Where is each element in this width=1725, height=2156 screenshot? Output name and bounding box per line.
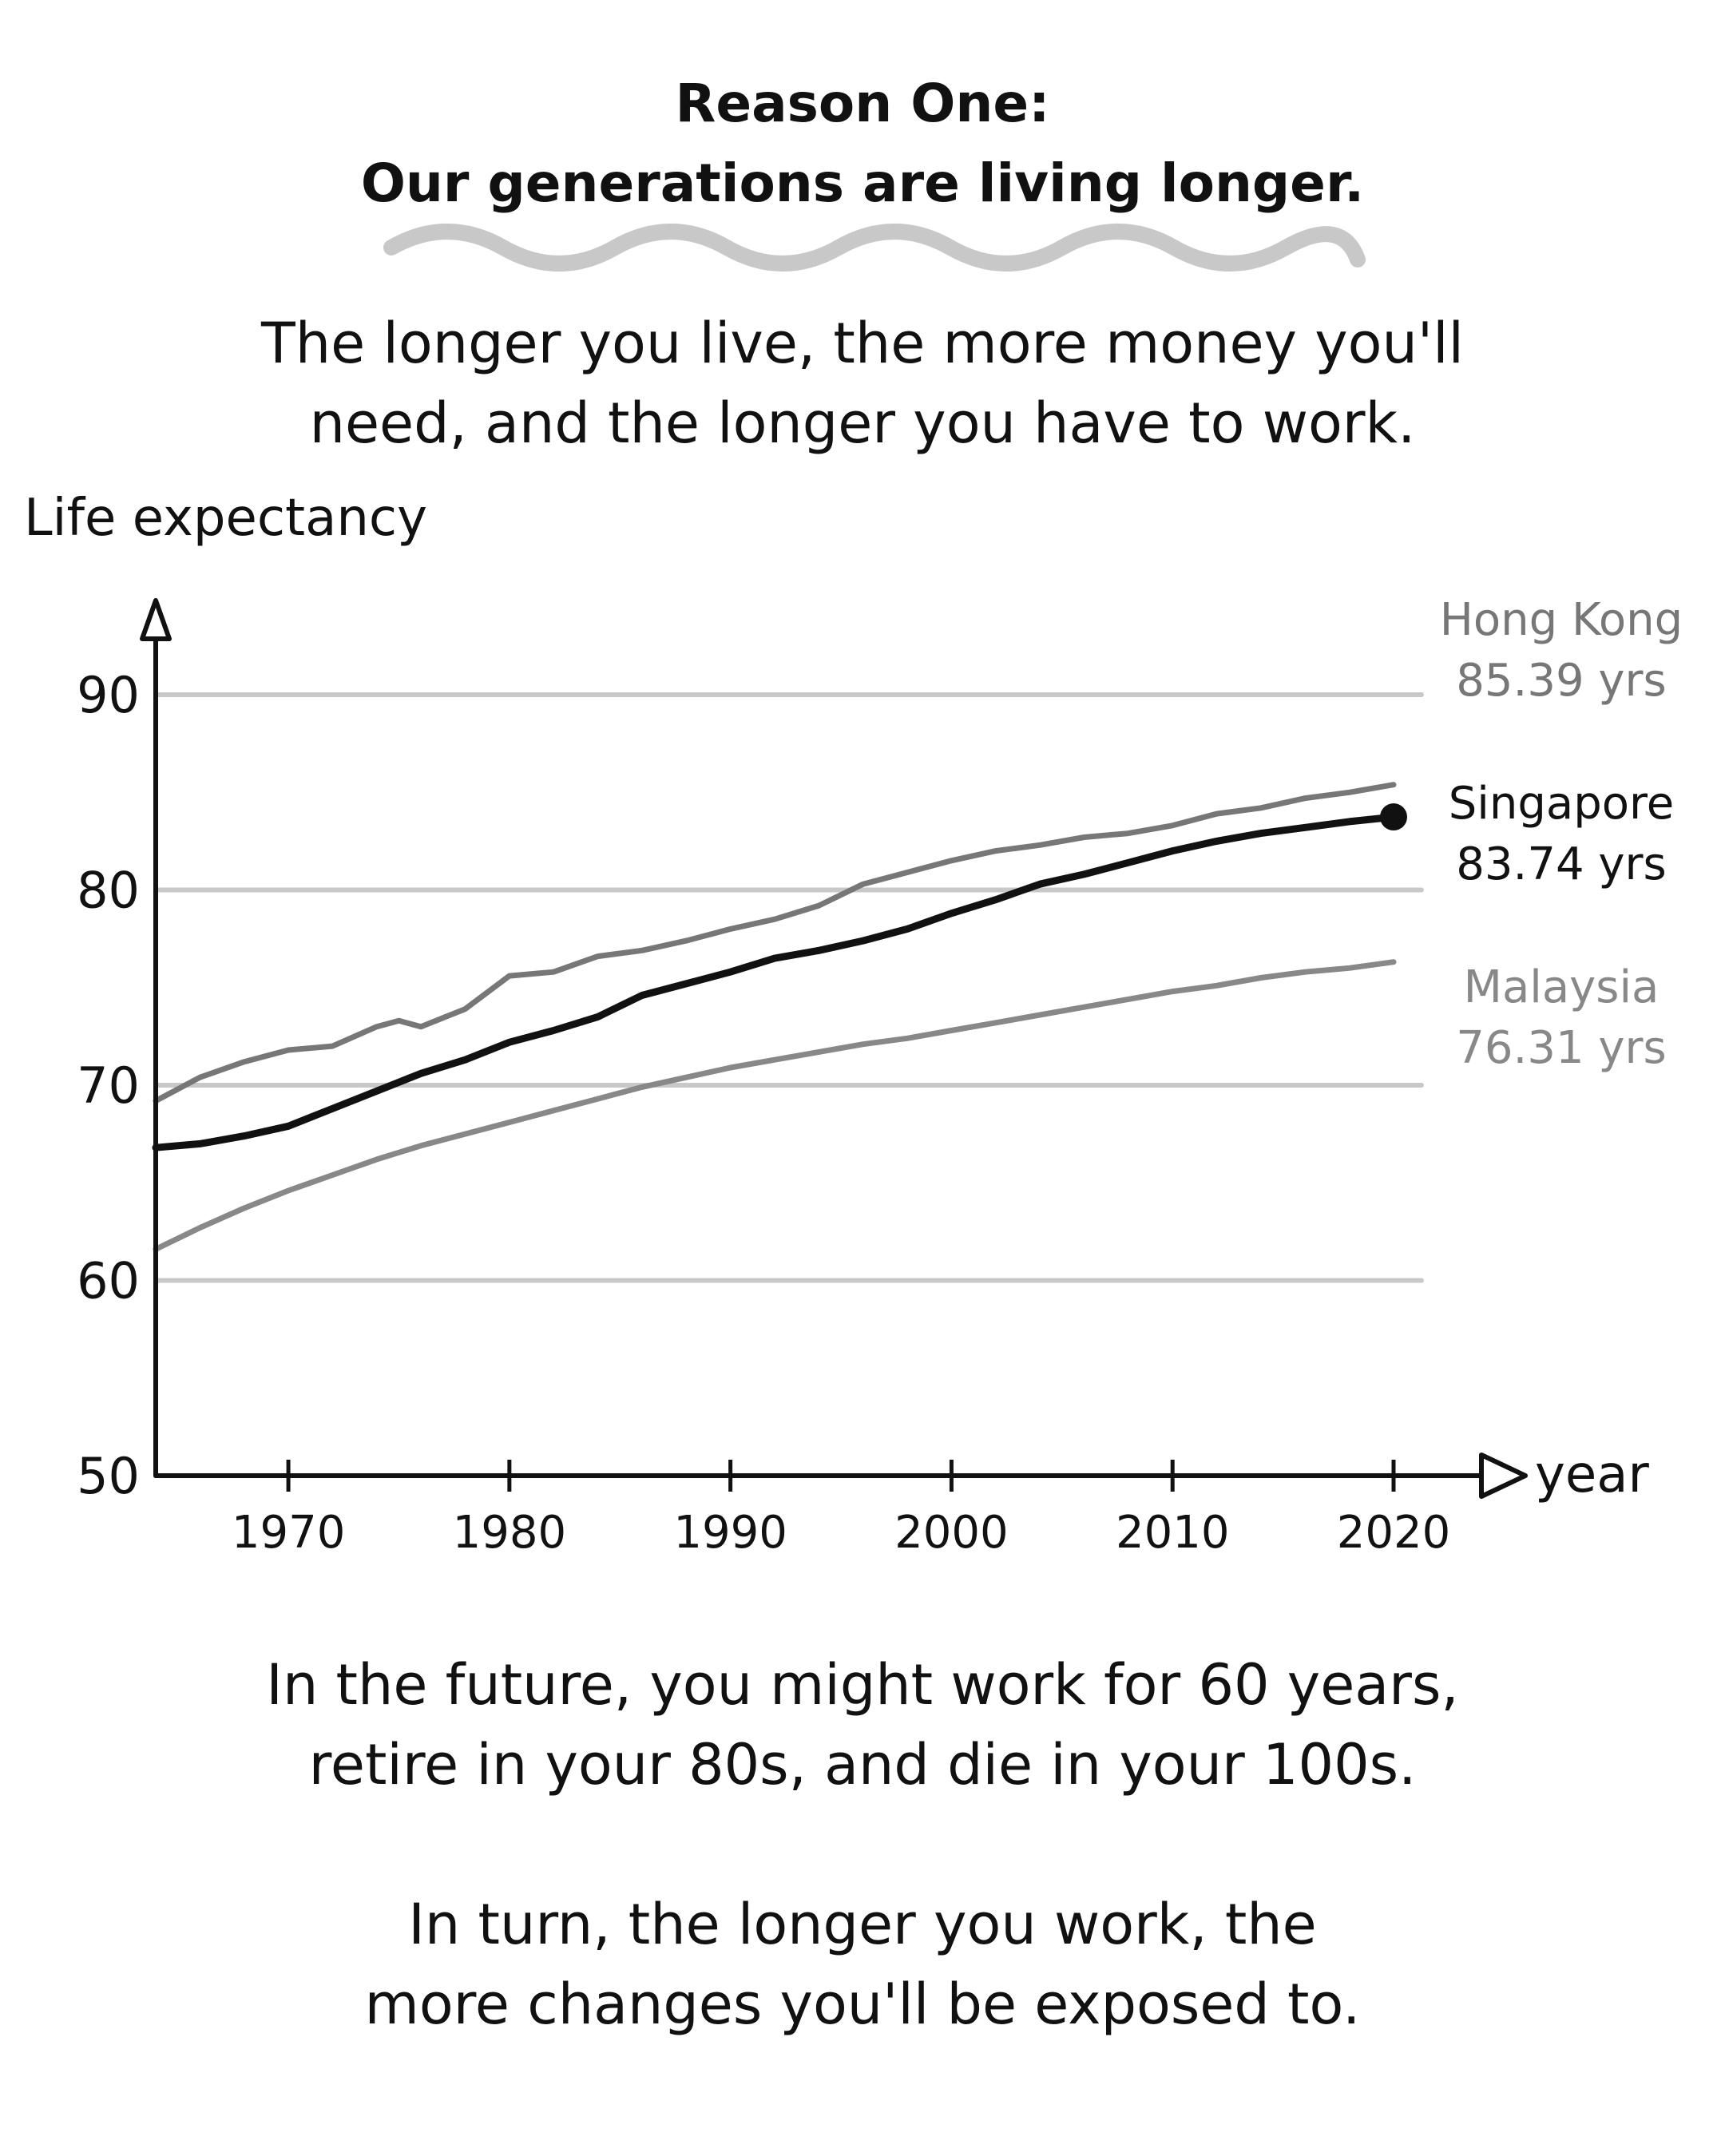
x-tick-label-2020: 2020 — [1337, 1507, 1451, 1559]
singapore-label-value: 83.74 yrs — [1456, 838, 1666, 890]
singapore-line — [152, 813, 1398, 1151]
grid-lines — [153, 692, 1424, 1283]
malaysia-label-value: 76.31 yrs — [1456, 1022, 1666, 1074]
intro-text: The longer you live, the more money you'… — [0, 303, 1725, 463]
outro-paragraph-2: In turn, the longer you work, the more c… — [0, 1885, 1725, 2044]
title-line-2: Our generations are living longer. — [360, 153, 1365, 214]
outro-2-line-1: In turn, the longer you work, the — [408, 1892, 1317, 1957]
x-tick-label-2000: 2000 — [894, 1507, 1009, 1559]
hong-kong-label-value: 85.39 yrs — [1456, 655, 1666, 707]
x-axis-arrow — [1479, 1453, 1528, 1499]
title-block: Reason One: Our generations are living l… — [0, 64, 1725, 224]
outro-1-line-1: In the future, you might work for 60 yea… — [266, 1652, 1459, 1718]
y-axis-arrow — [140, 598, 172, 641]
axes: Life expectancy year 90 80 70 60 50 1970 1980 1… — [24, 489, 1649, 1559]
y-tick-label-50: 50 — [77, 1447, 140, 1505]
outro-paragraph-1: In the future, you might work for 60 yea… — [0, 1645, 1725, 1805]
hong-kong-label-name: Hong Kong — [1440, 594, 1683, 646]
series-lines — [152, 782, 1407, 1252]
intro-line-2: need, and the longer you have to work. — [309, 390, 1416, 456]
y-axis-label: Life expectancy — [24, 489, 427, 548]
y-tick-label-70: 70 — [77, 1056, 140, 1115]
x-tick-label-1990: 1990 — [673, 1507, 787, 1559]
y-tick-label-80: 80 — [77, 862, 140, 920]
y-tick-label-60: 60 — [77, 1252, 140, 1310]
malaysia-label-name: Malaysia — [1464, 961, 1660, 1013]
outro-2-line-2: more changes you'll be exposed to. — [364, 1972, 1361, 2037]
x-tick-label-2010: 2010 — [1116, 1507, 1230, 1559]
decorative-squiggle — [383, 224, 1366, 271]
title-line-1: Reason One: — [675, 73, 1050, 134]
life-expectancy-chart: Life expectancy year 90 80 70 60 50 1970 1980 1… — [24, 489, 1683, 1559]
malaysia-line — [153, 959, 1397, 1252]
y-tick-label-90: 90 — [77, 666, 140, 724]
singapore-endpoint-marker — [1380, 803, 1407, 831]
x-axis-label: year — [1535, 1445, 1649, 1504]
hong-kong-line — [153, 782, 1397, 1104]
x-tick-label-1980: 1980 — [453, 1507, 567, 1559]
singapore-label-name: Singapore — [1449, 778, 1675, 830]
outro-1-line-2: retire in your 80s, and die in your 100s… — [308, 1732, 1417, 1797]
intro-line-1: The longer you live, the more money you'… — [261, 311, 1464, 376]
series-labels: Hong Kong 85.39 yrs Singapore 83.74 yrs Mala… — [1440, 594, 1683, 1074]
x-tick-label-1970: 1970 — [232, 1507, 346, 1559]
